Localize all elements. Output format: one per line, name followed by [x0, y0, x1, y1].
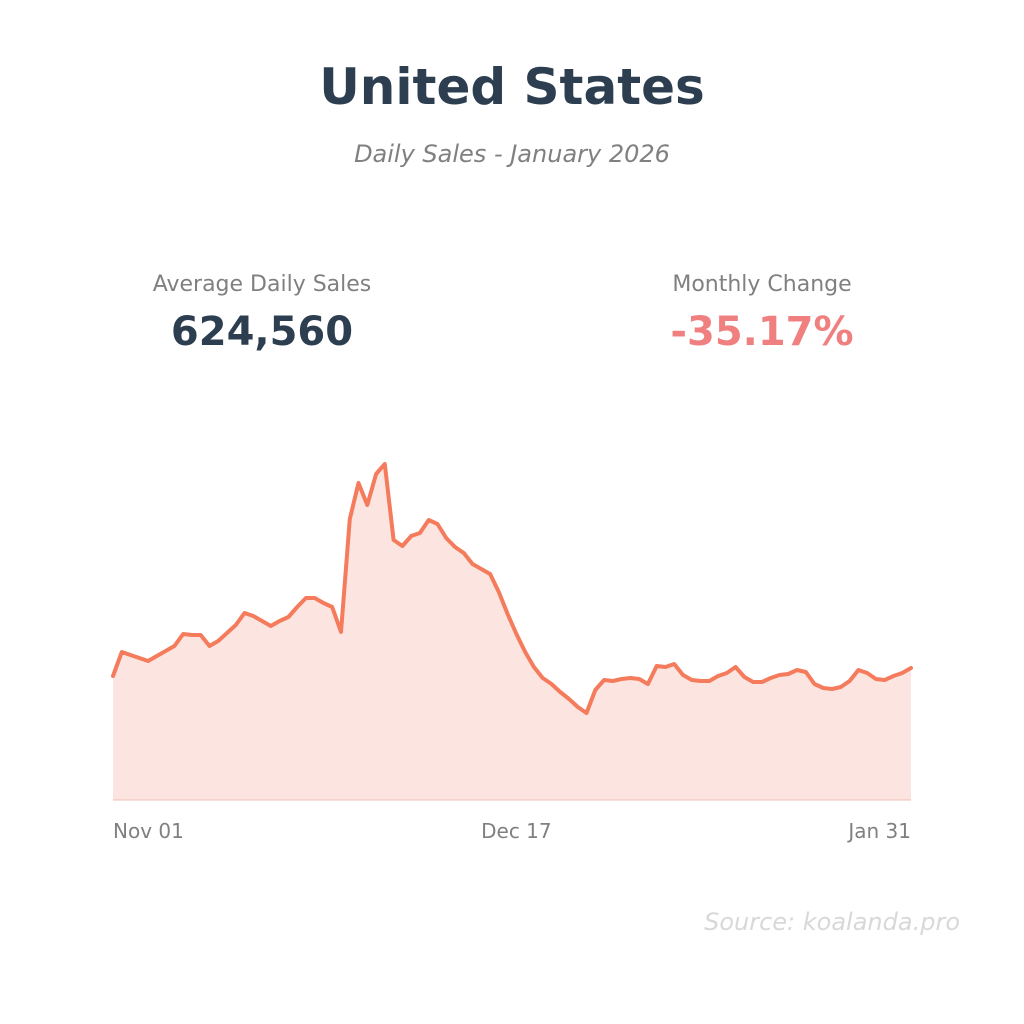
sales-line	[111, 462, 913, 715]
source-attribution: Source: koalanda.pro	[704, 908, 960, 936]
x-tick-label: Dec 17	[481, 819, 552, 843]
monthly-change-stat: Monthly Change -35.17%	[582, 272, 942, 355]
monthly-change-value: -35.17%	[670, 309, 854, 355]
x-tick-label: Nov 01	[113, 819, 184, 843]
x-tick-label: Jan 31	[846, 819, 911, 843]
page-title: United States	[319, 58, 705, 116]
average-daily-sales-value: 624,560	[170, 309, 354, 355]
page-subtitle: Daily Sales - January 2026	[354, 140, 670, 168]
average-daily-sales-label: Average Daily Sales	[152, 272, 372, 297]
monthly-change-label: Monthly Change	[672, 272, 852, 297]
average-daily-sales-stat: Average Daily Sales 624,560	[82, 272, 442, 355]
sales-area-fill	[113, 464, 911, 800]
